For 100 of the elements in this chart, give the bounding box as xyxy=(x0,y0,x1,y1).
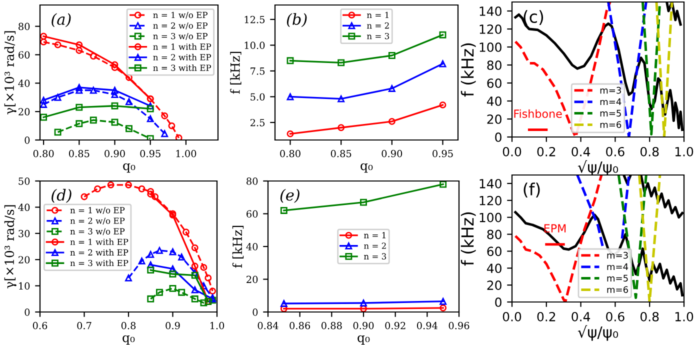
legend-label: n = 2 w/o EP xyxy=(153,22,208,30)
x-tick-label: 0.8 xyxy=(640,146,659,156)
x-tick-label: 0.94 xyxy=(416,322,438,330)
y-tick-label: 40 xyxy=(246,242,258,250)
legend-label: m=5 xyxy=(600,110,621,117)
y-tick-label: 40 xyxy=(18,204,30,212)
x-tick-label: 0.85 xyxy=(68,150,90,158)
legend-label: n = 1 w/o EP xyxy=(70,207,125,214)
x-tick-label: 0.6 xyxy=(606,146,624,156)
x-tick-label: 0.90 xyxy=(104,150,125,158)
legend-label: m=4 xyxy=(600,98,622,106)
y-tick-label: 20 xyxy=(487,114,502,124)
x-tick-label: 0.8 xyxy=(121,322,136,330)
x-axis-title: q₀ xyxy=(358,335,370,345)
x-tick-label: 0.96 xyxy=(448,322,470,330)
y-tick-label: 2.5 xyxy=(250,118,265,126)
y-tick-label: 40 xyxy=(486,264,502,274)
x-tick-label: 0.7 xyxy=(77,322,92,330)
legend-label: n = 2 with EP xyxy=(70,249,128,256)
legend-label: n = 1 with EP xyxy=(153,43,212,50)
x-axis-title: q₀ xyxy=(122,335,135,345)
legend-label: n = 3 w/o EP xyxy=(153,32,208,40)
x-tick-label: 1.0 xyxy=(675,312,694,322)
x-tick-label: 0.80 xyxy=(33,150,54,158)
annotation: (d) xyxy=(52,188,72,203)
x-axis-title: q₀ xyxy=(360,163,373,173)
y-tick-label: 10.0 xyxy=(244,42,265,50)
y-axis-title: γ[×10³ rad/s] xyxy=(4,31,16,114)
x-tick-label: 0.86 xyxy=(290,322,310,330)
y-tick-label: 120 xyxy=(480,196,502,206)
legend-label: m=3 xyxy=(600,86,621,94)
annotation: EPM xyxy=(544,224,566,232)
x-tick-label: 0.2 xyxy=(537,312,556,322)
x-tick-label: 0.95 xyxy=(432,150,453,158)
x-tick-label: 0.0 xyxy=(502,312,522,322)
x-tick-label: 0.85 xyxy=(330,150,352,158)
y-tick-label: 20 xyxy=(18,108,30,116)
y-tick-label: 20 xyxy=(18,256,30,264)
y-tick-label: 120 xyxy=(480,24,502,34)
legend-label: m=6 xyxy=(600,121,622,128)
x-tick-label: 0.88 xyxy=(321,322,342,330)
legend-label: n = 2 with EP xyxy=(153,54,212,60)
legend-label: m=6 xyxy=(607,286,628,294)
y-tick-label: 30 xyxy=(18,230,30,238)
x-tick-label: 0.90 xyxy=(353,322,374,330)
annotation: (b) xyxy=(286,13,307,28)
x-tick-label: 0.6 xyxy=(606,312,624,322)
x-tick-label: 0.84 xyxy=(258,322,278,330)
y-tick-label: 80 xyxy=(246,177,258,185)
y-tick-label: 40 xyxy=(486,96,502,106)
annotation: (f) xyxy=(524,182,540,198)
legend-label: n = 1 xyxy=(366,12,388,18)
x-tick-label: 1.0 xyxy=(210,322,224,330)
legend-label: n = 2 xyxy=(364,242,386,249)
annotation: Fishbone xyxy=(514,109,562,118)
legend-label: n = 3 xyxy=(366,32,390,40)
y-tick-label: 60 xyxy=(18,51,30,59)
legend-label: n = 3 with EP xyxy=(70,260,128,266)
x-tick-label: 0.6 xyxy=(32,322,48,330)
y-tick-label: 140 xyxy=(480,6,502,16)
y-tick-label: 100 xyxy=(480,42,502,52)
legend-label: n = 2 xyxy=(366,22,389,29)
x-tick-label: 0.92 xyxy=(385,322,406,330)
y-tick-label: 5.0 xyxy=(250,93,265,101)
y-tick-label: 80 xyxy=(487,60,502,70)
y-tick-label: 80 xyxy=(18,22,30,30)
y-tick-label: 12.5 xyxy=(244,16,265,24)
x-axis-title: √ψ/ψ₀ xyxy=(578,160,618,176)
y-tick-label: 140 xyxy=(480,178,502,188)
legend-label: n = 3 xyxy=(364,253,386,260)
y-tick-label: 10 xyxy=(19,282,30,290)
y-tick-label: 40 xyxy=(18,80,30,87)
y-tick-label: 60 xyxy=(487,78,502,88)
x-tick-label: 0.8 xyxy=(640,312,659,322)
legend-label: n = 1 with EP xyxy=(70,238,128,246)
y-axis-title: f (kHz) xyxy=(460,212,476,266)
x-axis-title: q₀ xyxy=(123,163,136,173)
y-tick-label: 0 xyxy=(24,308,30,316)
x-axis-title: √ψ/ψ₀ xyxy=(578,325,618,341)
x-tick-label: 1.0 xyxy=(675,146,694,156)
x-tick-label: 0.0 xyxy=(502,146,522,156)
y-tick-label: 80 xyxy=(487,230,502,240)
legend-label: n = 3 with EP xyxy=(153,64,212,71)
x-tick-label: 0.4 xyxy=(572,146,590,156)
x-tick-label: 0.2 xyxy=(537,146,556,156)
x-tick-label: 0.80 xyxy=(280,150,300,158)
y-tick-label: 60 xyxy=(487,246,502,256)
y-tick-label: 20 xyxy=(246,276,258,284)
annotation: (e) xyxy=(280,188,300,203)
x-tick-label: 0.9 xyxy=(166,322,180,330)
y-tick-label: 0 xyxy=(24,136,30,144)
y-tick-label: 7.5 xyxy=(250,68,265,75)
y-tick-label: 0 xyxy=(252,308,258,316)
y-axis-title: f (kHz) xyxy=(460,43,476,97)
legend-label: m=5 xyxy=(607,274,628,282)
y-tick-label: 20 xyxy=(487,280,502,290)
legend-label: n = 1 xyxy=(364,232,386,238)
annotation: (a) xyxy=(52,13,71,28)
x-tick-label: 0.90 xyxy=(382,150,402,158)
y-tick-label: 50 xyxy=(18,177,30,185)
